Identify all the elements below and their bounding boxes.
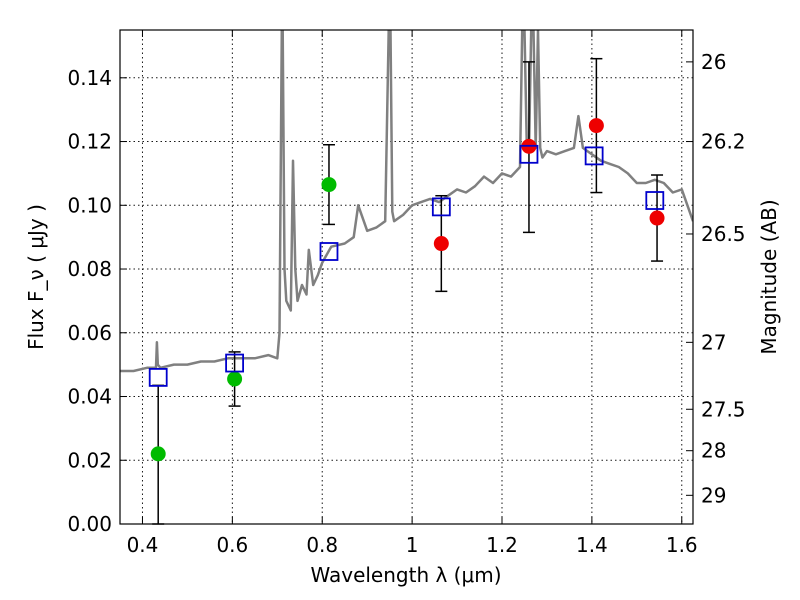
right-axis-title: Magnitude (AB): [757, 199, 781, 354]
right-tick-label: 29: [701, 483, 726, 507]
y-axis-ticks: 0.00 0.02 0.04 0.06 0.08 0.10 0.12 0.14: [67, 66, 127, 536]
y-tick-label: 0.14: [67, 66, 112, 90]
model-spectrum-line: [120, 30, 693, 373]
grid: [120, 30, 693, 525]
model-photometry-square: [319, 242, 339, 261]
plot-frame: [119, 29, 694, 525]
right-tick-label: 26: [701, 50, 726, 74]
right-tick-label: 26.2: [701, 130, 746, 154]
model-photometry-square: [431, 197, 451, 217]
y-tick-label: 0.12: [67, 130, 112, 154]
y-tick-label: 0.04: [67, 385, 112, 409]
x-tick-label: 0.4: [127, 533, 159, 557]
y-tick-label: 0.08: [67, 257, 112, 281]
data-point-green: [227, 371, 243, 387]
y-tick-label: 0.10: [67, 193, 112, 217]
y-tick-label: 0.00: [67, 512, 112, 536]
right-tick-label: 27.5: [701, 397, 746, 421]
x-axis-ticks: 0.4 0.6 0.8 1 1.2 1.4 1.6: [127, 30, 698, 557]
x-tick-label: 0.6: [216, 533, 248, 557]
model-photometry-square: [584, 146, 604, 166]
right-axis-ticks: 26 26.2 26.5 27 27.5 28 29: [686, 50, 746, 507]
model-spectrum-layer: [120, 30, 693, 373]
data-point-green: [321, 177, 337, 193]
markers: [148, 118, 665, 462]
data-point-red: [649, 210, 665, 226]
x-axis-title: Wavelength λ (μm): [310, 563, 501, 587]
y-tick-label: 0.06: [67, 321, 112, 345]
x-tick-label: 1.4: [576, 533, 608, 557]
plot-background: [120, 30, 693, 524]
x-tick-label: 0.8: [306, 533, 338, 557]
data-point-green: [150, 446, 166, 462]
y-tick-label: 0.02: [67, 448, 112, 472]
data-point-red: [433, 236, 449, 252]
x-tick-label: 1.6: [666, 533, 698, 557]
model-photometry-square: [519, 144, 539, 164]
model-photometry-square: [645, 191, 665, 210]
y-axis-title: Flux F_ν ( μJy ): [24, 204, 48, 350]
model-photometry-square: [225, 353, 245, 373]
model-photometry-square: [148, 367, 168, 387]
x-tick-label: 1.2: [486, 533, 518, 557]
right-tick-label: 27: [701, 330, 726, 354]
x-tick-label: 1: [406, 533, 419, 557]
data-point-red: [588, 118, 604, 134]
right-tick-label: 28: [701, 439, 726, 463]
right-tick-label: 26.5: [701, 222, 746, 246]
